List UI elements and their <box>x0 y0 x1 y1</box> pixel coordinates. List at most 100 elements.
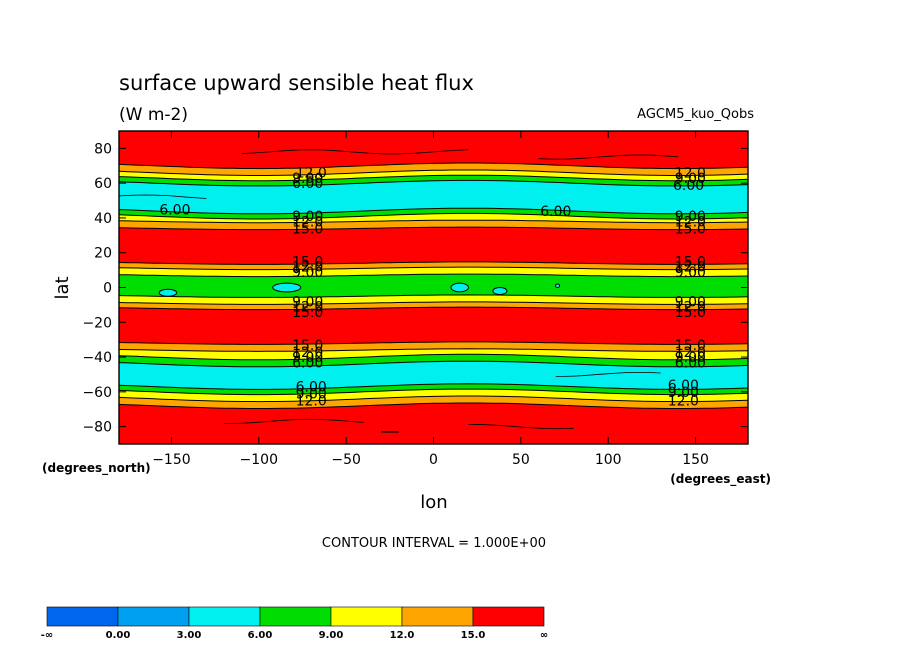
band-20 <box>119 389 748 402</box>
band-14 <box>119 307 748 345</box>
x-axis-ticks: −150 −100 −50 0 50 100 150 <box>152 131 709 468</box>
contour-label-1: 9.00 <box>292 171 323 187</box>
contour-line-13 <box>118 301 749 305</box>
contour-line-18 <box>118 360 749 368</box>
island-4 <box>554 283 561 289</box>
contour-label-28: 9.00 <box>292 350 323 366</box>
contour-label-20: 9.00 <box>292 294 323 310</box>
contour-line-16 <box>118 348 749 352</box>
x-tick-label-4: 50 <box>512 452 530 468</box>
thin-contour-5 <box>555 371 661 377</box>
y-axis-label: lat <box>52 276 73 299</box>
contour-label-8: 9.00 <box>292 209 323 225</box>
band-12 <box>119 294 748 305</box>
contour-label-32: 9.00 <box>675 350 706 366</box>
y-tick-label-5: −20 <box>82 315 112 331</box>
chart-title: surface upward sensible heat flux <box>119 71 474 95</box>
band-7 <box>119 220 748 230</box>
island-1 <box>272 282 302 293</box>
contour-line-2 <box>118 169 749 176</box>
contour-line-17 <box>118 353 749 361</box>
contour-line-15 <box>118 341 749 345</box>
thin-contour-2 <box>223 418 364 424</box>
x-tick-label-1: −100 <box>240 452 278 468</box>
contour-interval: CONTOUR INTERVAL = 1.000E+00 <box>322 536 546 551</box>
contour-label-39: 12.0 <box>668 394 699 410</box>
contour-label-16: 9.00 <box>292 265 323 281</box>
band-15 <box>119 341 748 352</box>
colorbar-label-7: ∞ <box>540 630 548 641</box>
band-6 <box>119 213 748 223</box>
band-22 <box>119 403 748 444</box>
x-axis-label: lon <box>420 492 447 513</box>
contour-line-1 <box>118 162 749 170</box>
thin-contour-3 <box>468 424 574 430</box>
run-label: AGCM5_kuo_Qobs <box>637 107 754 122</box>
contour-line-5 <box>118 207 749 215</box>
contour-label-6: 6.00 <box>159 202 190 218</box>
colorbar-labels: -∞ 0.00 3.00 6.00 9.00 12.0 15.0 ∞ <box>41 630 548 641</box>
contour-label-38: 9.00 <box>668 385 699 401</box>
band-4 <box>119 180 748 214</box>
colorbar-label-2: 3.00 <box>177 630 202 641</box>
contour-line-4 <box>118 179 749 187</box>
x-tick-label-0: −150 <box>152 452 190 468</box>
contour-label-12: 12.0 <box>675 214 706 230</box>
contour-label-22: 15.0 <box>292 305 323 321</box>
contour-label-37: 6.00 <box>668 378 699 394</box>
contour-line-19 <box>118 383 749 390</box>
contour-label-21: 12.0 <box>292 300 323 316</box>
colorbar-label-6: 15.0 <box>461 630 486 641</box>
y-tick-label-6: −40 <box>82 350 112 366</box>
contour-line-12 <box>118 294 749 298</box>
x-tick-label-3: 0 <box>429 452 438 468</box>
contour-line-3 <box>118 174 749 182</box>
contour-label-15: 12.0 <box>292 260 323 276</box>
band-21 <box>119 396 748 409</box>
contour-label-0: 12.0 <box>296 166 327 182</box>
contour-line-20 <box>118 388 749 396</box>
contour-label-17: 15.0 <box>675 254 706 270</box>
band-0 <box>119 131 748 169</box>
contour-label-30: 15.0 <box>675 338 706 354</box>
y-tick-label-3: 20 <box>94 246 112 262</box>
small-contour-features <box>118 149 679 433</box>
colorbar-label-5: 12.0 <box>390 630 415 641</box>
colorbar-swatch-6 <box>472 606 545 627</box>
contour-label-23: 9.00 <box>675 294 706 310</box>
island-3 <box>492 286 508 295</box>
colorbar-swatch-0 <box>46 606 119 627</box>
band-8 <box>119 227 748 265</box>
island-2 <box>450 282 469 293</box>
island-0 <box>158 288 178 297</box>
contour-label-36: 12.0 <box>296 394 327 410</box>
contour-label-11: 9.00 <box>675 209 706 225</box>
y-axis-units: (degrees_north) <box>42 461 151 476</box>
contour-line-6 <box>118 212 749 220</box>
contour-label-13: 15.0 <box>675 221 706 237</box>
contour-label-34: 6.00 <box>296 380 327 396</box>
thin-contour-1 <box>538 154 679 160</box>
contour-label-2: 6.00 <box>292 176 323 192</box>
contour-label-3: 12.0 <box>675 166 706 182</box>
contour-line-9 <box>118 261 749 265</box>
y-axis-ticks: 80 60 40 20 0 −20 −40 −60 −80 <box>82 141 748 436</box>
band-17 <box>119 354 748 367</box>
y-tick-label-8: −80 <box>82 420 112 436</box>
colorbar-swatch-3 <box>259 606 332 627</box>
colorbar-swatch-5 <box>401 606 474 627</box>
filled-contour-bands <box>119 131 748 444</box>
chart-subtitle: (W m-2) <box>119 105 188 125</box>
colorbar-swatch-2 <box>188 606 261 627</box>
contour-label-4: 9.00 <box>675 171 706 187</box>
contour-line-21 <box>118 395 749 403</box>
contour-label-14: 15.0 <box>292 254 323 270</box>
contour-label-10: 15.0 <box>292 221 323 237</box>
contour-label-26: 15.0 <box>292 338 323 354</box>
contour-label-27: 12.0 <box>292 345 323 361</box>
y-tick-label-4: 0 <box>103 281 112 297</box>
colorbar-label-0: -∞ <box>41 630 53 641</box>
contour-label-35: 9.00 <box>296 387 327 403</box>
